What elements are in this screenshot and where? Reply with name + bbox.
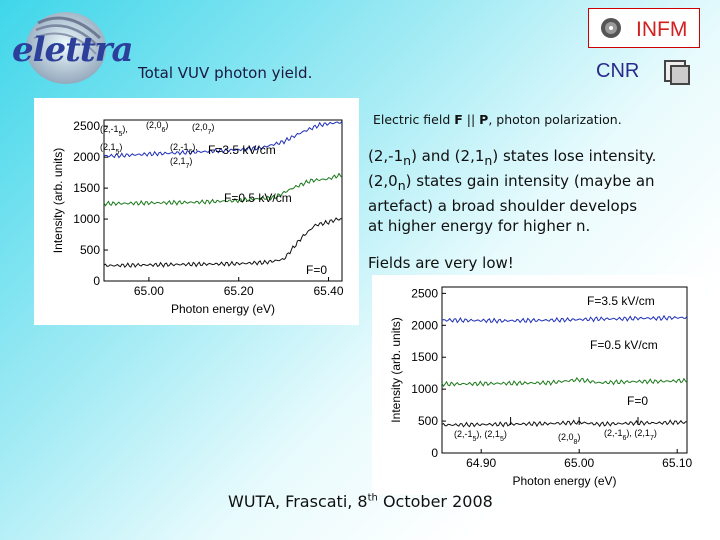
y-tick-label: 0 [431, 446, 438, 460]
elettra-logo [26, 12, 106, 84]
infm-logo-box [588, 8, 700, 48]
peak-label-3: (2,-16), (2,17) [604, 428, 657, 442]
label-f0: F=0 [627, 394, 648, 408]
x-tick-label: 65.00 [134, 284, 164, 298]
chart-2: 0 500 1000 1500 2000 2500 64.90 65.00 65.10 Photo… [389, 286, 693, 488]
series-line [103, 172, 343, 207]
observations-paragraph: (2,-1n) and (2,1n) states lose intensity… [368, 146, 698, 236]
x-tick-label: 65.40 [314, 284, 344, 298]
infm-emblem-icon [601, 18, 621, 38]
series-line [441, 314, 688, 324]
y-tick-label: 1000 [411, 382, 438, 396]
x-tick-label: 64.90 [466, 456, 496, 470]
series-line [441, 377, 688, 388]
series-line [103, 120, 343, 159]
x-tick-label: 65.00 [564, 456, 594, 470]
annotation-2-17: (2,17) [170, 156, 192, 170]
y-tick-label: 2000 [73, 150, 100, 164]
plot-frame [103, 119, 343, 282]
observation-line-4: at higher energy for higher n. [368, 217, 591, 235]
y-tick-label: 2000 [411, 318, 438, 332]
footer-text: WUTA, Frascati, 8th October 2008 [228, 492, 493, 511]
y-axis-label: Intensity (arb. units) [51, 148, 65, 253]
plot-frame [441, 286, 688, 454]
label-f05: F=0.5 kV/cm [224, 191, 292, 205]
slide-title: Total VUV photon yield. [138, 64, 313, 82]
y-tick-label: 2500 [411, 286, 438, 300]
label-f05: F=0.5 kV/cm [590, 338, 658, 352]
fields-low-note: Fields are very low! [368, 254, 514, 272]
field-note-text: Electric field F || P, photon polarizati… [373, 112, 622, 127]
field-note: Electric field F || P, photon polarizati… [373, 112, 622, 127]
chart-panel-1: 0 500 1000 1500 2000 2500 65.00 65.20 65.40 Photo… [34, 98, 359, 325]
x-tick-label: 65.20 [224, 284, 254, 298]
series-line [103, 217, 343, 269]
chart-1: 0 500 1000 1500 2000 2500 65.00 65.20 65.40 Photo… [51, 119, 344, 316]
peak-label-1: (2,-15), (2,15) [454, 429, 507, 443]
logo-text: elettra [12, 30, 134, 70]
y-tick-label: 1000 [73, 212, 100, 226]
y-tick-label: 500 [418, 414, 438, 428]
y-axis-label: Intensity (arb. units) [389, 317, 403, 422]
observation-line-3: artefact) a broad shoulder develops [368, 197, 638, 215]
footer: WUTA, Frascati, 8th October 2008 [228, 492, 493, 511]
annotation-2-07: (2,07) [192, 122, 214, 136]
annotation-2-08: (2,06) [146, 120, 168, 134]
label-f0: F=0 [306, 263, 327, 277]
label-f35: F=3.5 kV/cm [208, 143, 276, 157]
chart-panel-2: 0 500 1000 1500 2000 2500 64.90 65.00 65.10 Photo… [372, 275, 702, 495]
x-axis-label: Photon energy (eV) [512, 474, 616, 488]
observation-line-1: (2,-1n) and (2,1n) states lose intensity… [368, 147, 657, 168]
y-tick-label: 500 [80, 243, 100, 257]
label-f35: F=3.5 kV/cm [587, 294, 655, 308]
cnr-emblem-icon [664, 60, 690, 85]
peak-label-2: (2,08) [558, 432, 580, 446]
series-line [441, 419, 688, 428]
infm-label: INFM [636, 18, 688, 41]
cnr-label: CNR [596, 60, 640, 82]
y-tick-label: 0 [93, 274, 100, 288]
y-tick-label: 2500 [73, 119, 100, 133]
y-tick-label: 1500 [73, 181, 100, 195]
x-axis-label: Photon energy (eV) [171, 302, 275, 316]
annotation-2-13: (2,15) [100, 142, 122, 156]
observation-line-2: (2,0n) states gain intensity (maybe an [368, 172, 655, 193]
y-tick-label: 1500 [411, 350, 438, 364]
x-tick-label: 65.10 [662, 456, 692, 470]
